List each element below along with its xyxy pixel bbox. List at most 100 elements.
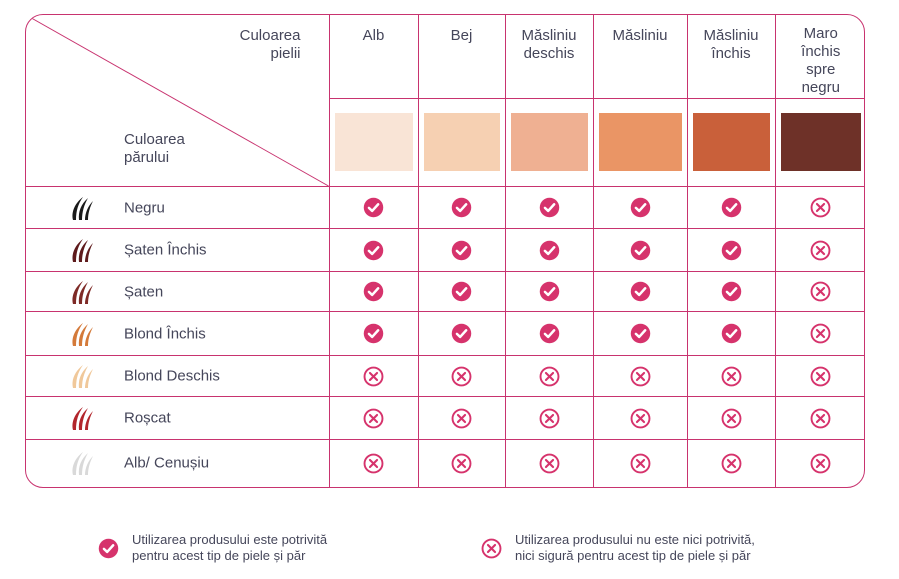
compatibility-cell	[592, 228, 688, 272]
check-circle-icon	[721, 281, 742, 302]
hair-strand-icon	[72, 322, 93, 346]
skin-tone-name-line: închis	[711, 45, 751, 62]
compatibility-cell	[686, 185, 776, 230]
hair-color-row: Șaten	[26, 270, 864, 313]
compatibility-cell	[328, 311, 419, 356]
compatibility-cell	[686, 228, 776, 272]
compatibility-cell	[417, 228, 506, 272]
x-circle-icon	[630, 453, 651, 474]
compatibility-cell	[417, 270, 506, 313]
check-circle-icon	[539, 240, 560, 261]
hair-strand-icon	[72, 365, 93, 389]
hair-color-label: Alb/ Cenușiu	[124, 454, 210, 472]
check-circle-icon	[630, 281, 651, 302]
compatibility-cell	[328, 438, 419, 487]
skin-tone-swatch	[423, 113, 500, 172]
skin-tone-name-line: negru	[801, 79, 840, 96]
compatibility-cell	[774, 438, 864, 487]
check-circle-icon	[721, 197, 742, 218]
table-corner-cell: Culoarea pielii Culoarea părului	[26, 15, 330, 187]
compatibility-cell	[592, 311, 688, 356]
hair-color-label: Blond Deschis	[124, 367, 220, 385]
check-circle-icon	[721, 240, 742, 261]
compatibility-cell	[686, 311, 776, 356]
x-circle-icon	[363, 408, 384, 429]
skin-tone-header: Maro închis spre negru	[774, 15, 864, 99]
hair-color-label: Șaten	[124, 283, 164, 301]
hair-color-label-cell: Blond Deschis	[26, 354, 330, 398]
x-circle-icon	[539, 366, 560, 387]
compatibility-cell	[328, 354, 419, 398]
x-circle-icon	[721, 453, 742, 474]
check-circle-icon	[721, 323, 742, 344]
compatibility-cell	[774, 228, 864, 272]
check-circle-icon	[98, 538, 119, 559]
legend-unsuitable-line-2: nici sigură pentru acest tip de piele și…	[515, 548, 751, 563]
check-circle-icon	[630, 197, 651, 218]
skin-tone-swatch	[692, 113, 770, 172]
compatibility-cell	[417, 311, 506, 356]
compatibility-cell	[504, 228, 594, 272]
skin-swatch-cell	[417, 97, 506, 187]
hair-color-label: Roșcat	[124, 409, 171, 427]
compatibility-cell	[774, 270, 864, 313]
skin-tone-name-line: Măsliniu	[612, 27, 668, 44]
legend-unsuitable-text: Utilizarea produsului nu este nici potri…	[515, 532, 755, 564]
compatibility-cell	[417, 185, 506, 230]
skin-tone-header: Măsliniu închis	[686, 15, 776, 99]
x-circle-icon	[810, 408, 831, 429]
compatibility-cell	[504, 185, 594, 230]
hair-label-line-2: părului	[124, 149, 170, 166]
compatibility-cell	[774, 311, 864, 356]
check-circle-icon	[363, 240, 384, 261]
hair-color-row: Alb/ Cenușiu	[26, 438, 864, 487]
compatibility-cell	[328, 270, 419, 313]
hair-color-label-cell: Blond Închis	[26, 311, 330, 356]
check-circle-icon	[363, 197, 384, 218]
skin-swatch-cell	[774, 97, 864, 187]
skin-tone-header: Bej	[417, 15, 506, 99]
skin-hair-compatibility-table: Culoarea pielii Culoarea părului Alb Bej…	[26, 15, 864, 487]
skin-tone-swatch	[334, 113, 413, 172]
x-circle-icon	[810, 453, 831, 474]
compatibility-cell	[504, 311, 594, 356]
hair-color-label-cell: Șaten	[26, 270, 330, 313]
compatibility-table-frame: Culoarea pielii Culoarea părului Alb Bej…	[25, 14, 865, 488]
compatibility-cell	[328, 396, 419, 440]
skin-tone-name-line: Măsliniu	[521, 27, 577, 44]
skin-swatch-cell	[504, 97, 594, 187]
hair-color-row: Negru	[26, 185, 864, 230]
hair-color-label-cell: Alb/ Cenușiu	[26, 438, 330, 487]
skin-tone-name-line: spre	[806, 61, 836, 78]
check-circle-icon	[451, 281, 472, 302]
compatibility-cell	[417, 396, 506, 440]
hair-color-label-cell: Șaten Închis	[26, 228, 330, 272]
hair-color-label-cell: Roșcat	[26, 396, 330, 440]
hair-color-row: Blond Deschis	[26, 354, 864, 398]
hair-color-label: Șaten Închis	[124, 241, 207, 259]
hair-strand-icon	[72, 239, 93, 263]
legend-suitable-text: Utilizarea produsului este potrivită pen…	[132, 532, 327, 564]
skin-tone-swatch	[780, 113, 861, 172]
hair-color-label-cell: Negru	[26, 185, 330, 230]
compatibility-cell	[686, 354, 776, 398]
x-circle-icon	[451, 366, 472, 387]
compatibility-cell	[328, 228, 419, 272]
skin-label-line-2: pielii	[270, 45, 301, 62]
x-circle-icon	[451, 408, 472, 429]
x-circle-icon	[630, 408, 651, 429]
check-circle-icon	[451, 323, 472, 344]
hair-color-row: Roșcat	[26, 396, 864, 440]
x-circle-icon	[539, 408, 560, 429]
hair-label-line-1: Culoarea	[124, 131, 185, 148]
skin-tone-header: Măsliniu deschis	[504, 15, 594, 99]
x-circle-icon	[810, 240, 831, 261]
compatibility-cell	[774, 396, 864, 440]
legend-suitable-line-1: Utilizarea produsului este potrivită	[132, 532, 328, 547]
skin-tone-swatch	[598, 113, 682, 172]
compatibility-cell	[592, 354, 688, 398]
x-circle-icon	[721, 408, 742, 429]
skin-tone-name-row: Culoarea pielii Culoarea părului Alb Bej…	[26, 15, 864, 187]
x-circle-icon	[810, 366, 831, 387]
skin-tone-name-line: Alb	[362, 27, 385, 44]
